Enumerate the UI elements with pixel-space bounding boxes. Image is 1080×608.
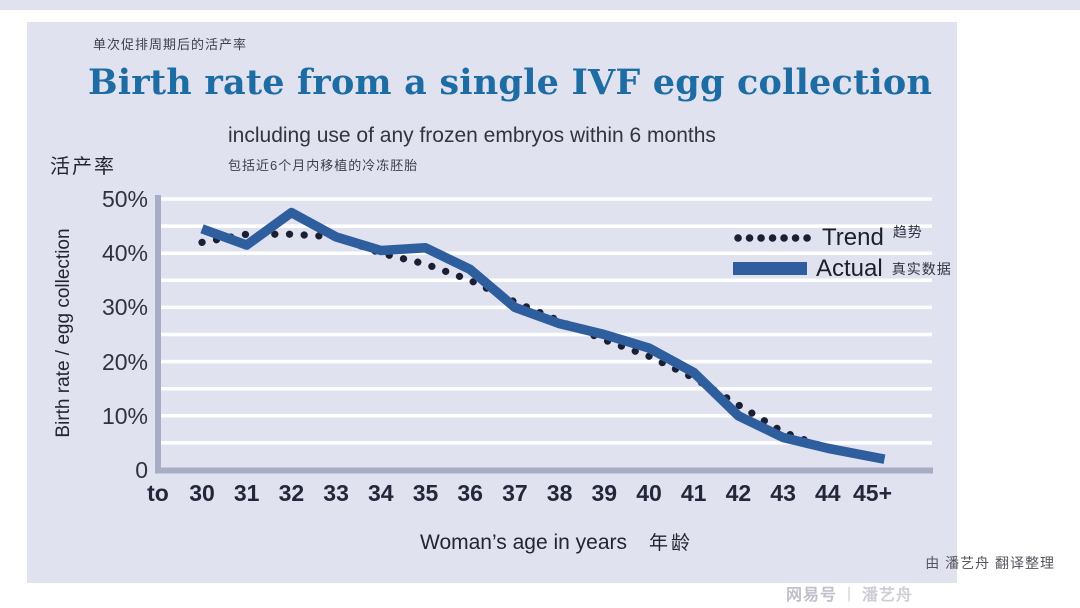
legend-item-actual: Actual 真实数据 (733, 253, 952, 284)
y-tick-label: 20% (101, 348, 148, 375)
x-tick-label: 43 (770, 480, 796, 506)
y-tick-label: 40% (101, 240, 148, 267)
legend-label-trend-zh: 趋势 (892, 223, 923, 240)
actual-line-swatch (733, 262, 807, 275)
x-tick-label: 34 (368, 480, 394, 506)
legend: Trend 趋势 Actual 真实数据 (733, 222, 952, 284)
x-tick-label: 42 (725, 480, 752, 506)
y-tick-label: 0 (135, 457, 148, 483)
x-tick-label: 38 (546, 480, 573, 506)
title-zh: 单次促排周期后的活产率 (93, 37, 248, 52)
trend-dotted-line-swatch (734, 233, 812, 242)
x-tick-label: 35 (412, 480, 439, 506)
legend-label-trend: Trend (822, 223, 884, 251)
x-axis-title-row: Woman’s age in years 年龄 (420, 528, 693, 555)
chart-subtitle: including use of any frozen embryos with… (228, 124, 716, 147)
watermark-platform: 网易号 (785, 587, 837, 604)
x-tick-label: 30 (189, 480, 215, 506)
y-tick-label: 30% (101, 294, 148, 321)
legend-item-trend: Trend 趋势 (733, 222, 952, 253)
netease-watermark: 网易号丨潘艺舟 (786, 581, 913, 605)
y-tick-label: 10% (101, 402, 148, 429)
y-tick-label: 50% (101, 186, 148, 212)
watermark-separator: 丨 (840, 587, 858, 604)
x-tick-label: to (147, 480, 169, 506)
top-strip (0, 0, 1080, 10)
y-axis-title-zh: 活产率 (50, 156, 116, 178)
x-tick-label: 39 (591, 480, 618, 506)
x-tick-label: 31 (233, 480, 260, 506)
subtitle-zh: 包括近6个月内移植的冷冻胚胎 (228, 158, 419, 173)
x-tick-label: 41 (680, 480, 707, 506)
x-tick-label: 37 (502, 480, 528, 506)
x-tick-label: 33 (323, 480, 349, 506)
x-axis-title-zh: 年龄 (649, 533, 694, 554)
x-tick-label: 32 (278, 480, 305, 506)
translator-credit: 由 潘艺舟 翻译整理 (925, 555, 1055, 571)
legend-label-actual-zh: 真实数据 (891, 260, 952, 277)
legend-label-actual: Actual (816, 254, 883, 282)
watermark-author: 潘艺舟 (861, 587, 913, 604)
chart-title: Birth rate from a single IVF egg collect… (88, 62, 933, 103)
x-tick-label: 40 (636, 480, 662, 506)
x-tick-label: 44 (815, 480, 841, 506)
x-tick-label: 36 (457, 480, 483, 506)
x-tick-label: 45+ (852, 480, 893, 506)
x-axis-title: Woman’s age in years (420, 531, 627, 554)
